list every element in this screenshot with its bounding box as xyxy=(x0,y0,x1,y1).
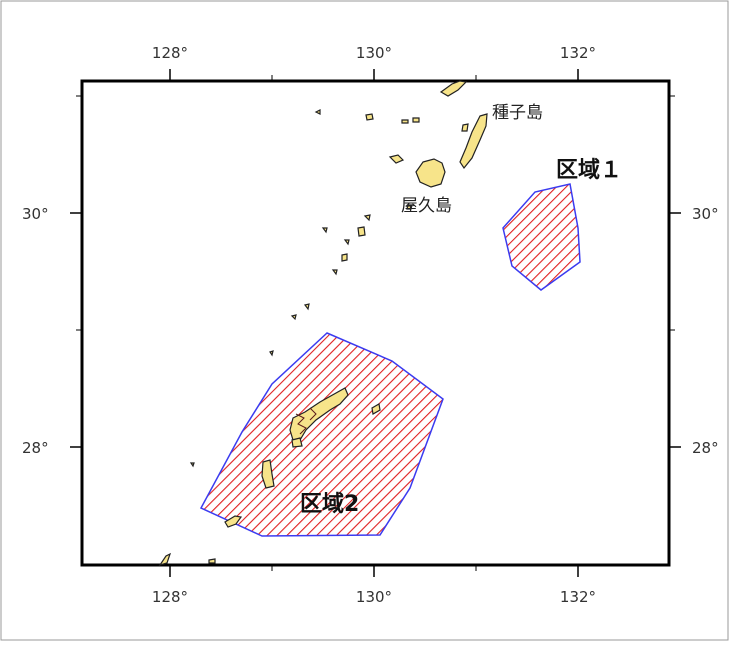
islet xyxy=(290,314,297,321)
islet xyxy=(363,214,371,222)
zone-1-area xyxy=(502,183,581,291)
islet xyxy=(321,227,328,234)
yakushima-label: 屋久島 xyxy=(401,196,452,216)
islet xyxy=(269,350,274,357)
left-lat-tick-30: 30° xyxy=(22,205,49,223)
yakushima-island xyxy=(415,158,446,188)
right-lat-tick-30: 30° xyxy=(692,205,719,223)
top-lon-tick-128: 128° xyxy=(152,44,188,62)
islet xyxy=(331,269,338,276)
yoron-island xyxy=(208,558,216,564)
tanegashima-island xyxy=(459,113,488,170)
bottom-lon-tick-128: 128° xyxy=(152,588,188,606)
islet xyxy=(412,117,420,123)
tanegashima-label: 種子島 xyxy=(492,103,543,123)
islet xyxy=(343,239,350,246)
okinoerabu-island xyxy=(224,515,243,528)
islet xyxy=(314,109,321,115)
bottom-lon-tick-132: 132° xyxy=(560,588,596,606)
okinawa-coast xyxy=(158,552,172,567)
bottom-lon-tick-130: 130° xyxy=(356,588,392,606)
islet xyxy=(406,204,413,210)
zone-1-label: 区域１ xyxy=(556,157,622,183)
top-lon-tick-130: 130° xyxy=(356,44,392,62)
islet xyxy=(303,303,310,311)
islet xyxy=(365,113,374,121)
amami-coast-detail xyxy=(295,407,317,435)
kuchinoerabu-island xyxy=(388,154,405,164)
islet xyxy=(189,462,195,468)
zone-2-label: 区域2 xyxy=(300,491,359,517)
tokunoshima-island xyxy=(261,459,275,489)
right-lat-tick-28: 28° xyxy=(692,439,719,457)
left-lat-tick-28: 28° xyxy=(22,439,49,457)
islet xyxy=(401,119,409,124)
kyushu-coast xyxy=(439,80,468,97)
kikai-island xyxy=(371,403,381,415)
islet xyxy=(357,226,366,237)
mageshima-island xyxy=(461,123,469,132)
top-lon-tick-132: 132° xyxy=(560,44,596,62)
islet xyxy=(341,253,348,262)
zone-2-area xyxy=(199,332,444,537)
kakeroma-island xyxy=(291,437,303,448)
